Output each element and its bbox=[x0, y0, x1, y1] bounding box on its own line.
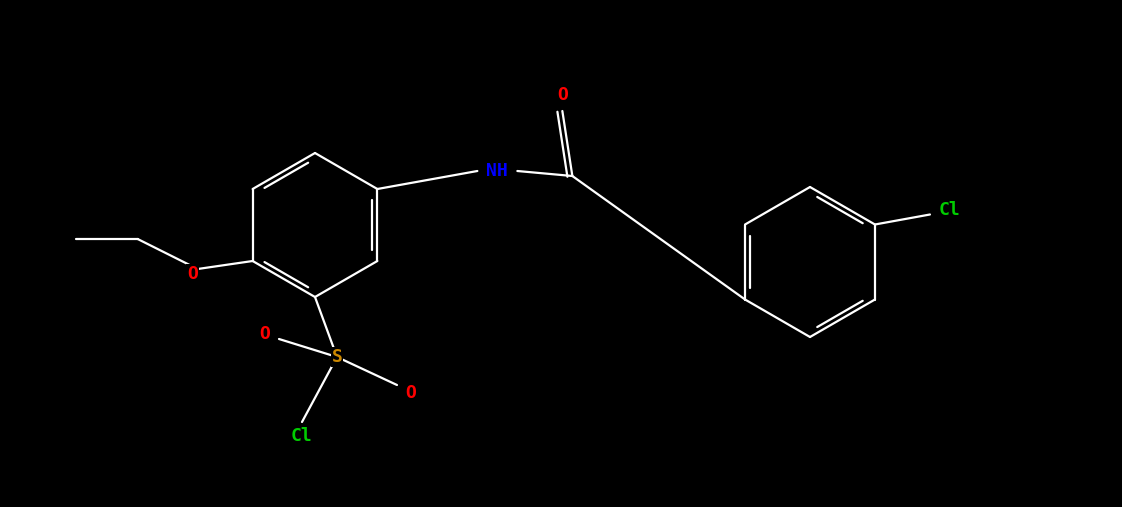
Text: O: O bbox=[557, 86, 568, 104]
Text: O: O bbox=[259, 325, 270, 343]
Text: Cl: Cl bbox=[291, 427, 313, 445]
Text: NH: NH bbox=[487, 162, 508, 180]
Text: Cl: Cl bbox=[939, 200, 960, 219]
Text: S: S bbox=[332, 348, 342, 366]
Text: O: O bbox=[405, 384, 416, 402]
Text: O: O bbox=[187, 265, 199, 283]
